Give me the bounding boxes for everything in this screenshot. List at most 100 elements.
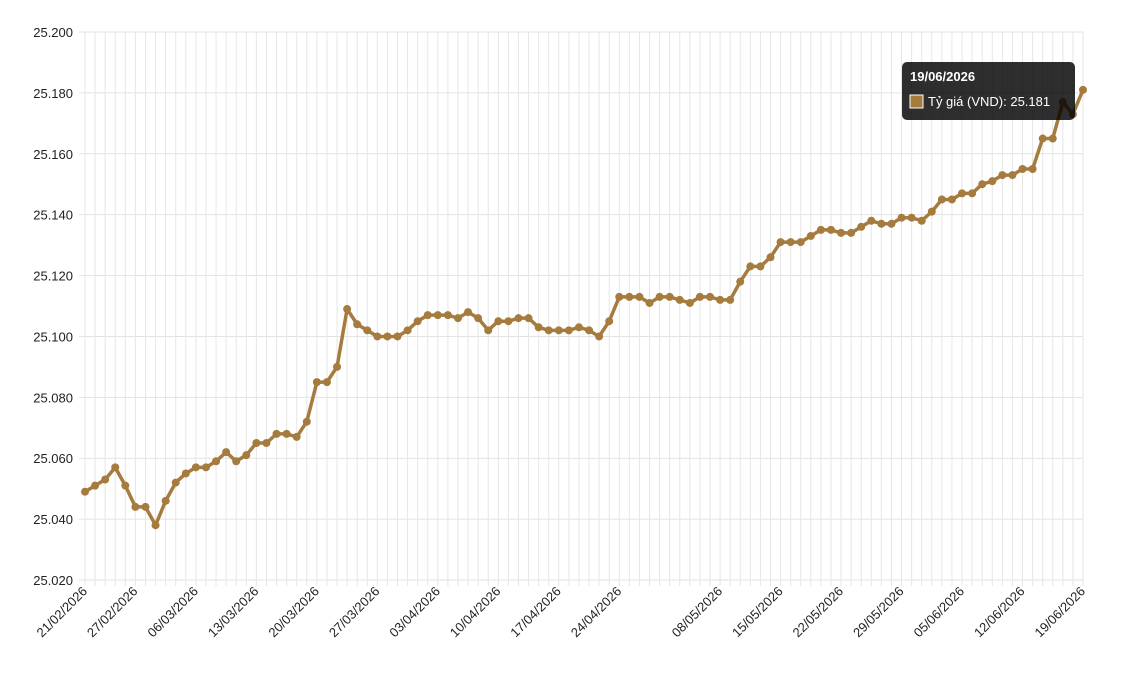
data-point [958,189,967,198]
data-point [706,292,715,301]
y-tick-label: 25.020 [33,573,73,588]
tooltip: 19/06/2026 Tỷ giá (VND): 25.181 [902,62,1075,120]
data-point [282,429,291,438]
data-point [494,317,503,326]
data-point [877,219,886,228]
data-point [464,308,473,317]
data-point [796,238,805,247]
tooltip-label: Tỷ giá (VND): 25.181 [928,94,1050,109]
data-point [1079,85,1087,94]
y-tick-label: 25.120 [33,269,73,284]
data-point [111,463,120,472]
x-tick-label: 24/04/2026 [568,584,625,641]
data-point [726,295,735,304]
data-line [84,89,1085,527]
y-tick-label: 25.060 [33,451,73,466]
data-point [837,228,846,237]
data-point [776,238,785,247]
data-point [766,253,775,262]
x-tick-label: 03/04/2026 [386,584,443,641]
data-point [625,292,634,301]
data-point [232,457,241,466]
data-point [756,262,765,271]
data-point [806,231,815,240]
data-point [917,216,926,225]
x-tick-label: 06/03/2026 [144,584,201,641]
data-point [947,195,956,204]
data-point [937,195,946,204]
data-point [161,496,170,505]
data-point [151,521,160,530]
data-point [595,332,604,341]
data-point [383,332,392,341]
data-point [585,326,594,335]
data-point [978,180,987,189]
tooltip-box [902,62,1075,120]
x-tick-label: 20/03/2026 [265,584,322,641]
plot [81,85,1087,530]
data-point [191,463,200,472]
data-point [363,326,372,335]
data-point [433,311,442,320]
data-point [302,417,311,426]
data-point [272,429,281,438]
y-tick-label: 25.140 [33,208,73,223]
data-point [484,326,493,335]
data-point [564,326,573,335]
y-tick-label: 25.040 [33,512,73,527]
data-point [474,314,483,323]
data-point [101,475,110,484]
data-point [867,216,876,225]
data-point [181,469,190,478]
data-point [554,326,563,335]
data-point [91,481,100,490]
data-point [141,502,150,511]
data-point [816,225,825,234]
data-point [292,432,301,441]
data-point [857,222,866,231]
tooltip-title: 19/06/2026 [910,69,975,84]
data-point [242,451,251,460]
data-point [393,332,402,341]
data-point [1018,165,1027,173]
data-point [1038,134,1047,143]
data-point [847,228,856,237]
data-point [988,177,997,186]
data-point [514,314,523,323]
x-tick-label: 19/06/2026 [1031,584,1088,641]
data-point [1028,165,1037,173]
data-point [131,502,140,511]
data-point [322,378,331,387]
data-point [716,295,725,304]
data-point [655,292,664,301]
data-point [897,213,906,222]
data-point [262,439,271,447]
data-point [413,317,422,326]
data-point [373,332,382,341]
data-point [1008,171,1017,180]
data-point [222,448,231,457]
x-tick-label: 27/02/2026 [84,584,141,641]
data-point [615,292,624,301]
data-point [534,323,543,332]
data-point [343,305,352,314]
x-tick-label: 12/06/2026 [971,584,1028,641]
data-point [524,314,533,323]
data-point [423,311,432,320]
data-point [645,298,654,307]
data-point [887,219,896,228]
data-point [443,311,452,320]
x-tick-label: 10/04/2026 [447,584,504,641]
data-point [171,478,180,487]
x-tick-label: 13/03/2026 [205,584,262,641]
data-point [212,457,221,466]
data-point [605,317,614,326]
data-point [504,317,513,326]
data-point [826,225,835,234]
data-point [574,323,583,332]
data-point [968,189,977,198]
x-tick-label: 27/03/2026 [326,584,383,641]
data-point [81,487,89,496]
y-tick-label: 25.100 [33,329,73,344]
